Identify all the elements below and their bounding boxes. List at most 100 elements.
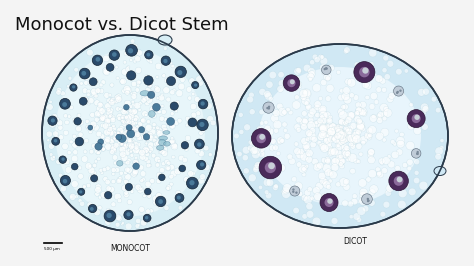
Circle shape [295, 192, 298, 194]
Circle shape [330, 204, 337, 212]
Circle shape [294, 95, 299, 100]
Circle shape [396, 92, 398, 94]
Circle shape [394, 176, 403, 186]
Circle shape [160, 93, 164, 97]
Circle shape [94, 100, 100, 106]
Circle shape [149, 209, 154, 213]
Circle shape [147, 96, 151, 100]
Circle shape [145, 181, 151, 187]
Circle shape [83, 185, 86, 189]
Circle shape [133, 118, 138, 122]
Circle shape [121, 221, 125, 225]
Circle shape [108, 98, 115, 104]
Circle shape [329, 147, 334, 152]
Circle shape [421, 123, 428, 130]
Ellipse shape [42, 35, 218, 231]
Circle shape [115, 222, 120, 227]
Circle shape [315, 164, 319, 168]
Circle shape [132, 170, 137, 176]
Circle shape [334, 132, 341, 139]
Circle shape [242, 146, 250, 154]
Circle shape [67, 115, 71, 118]
Circle shape [264, 125, 271, 131]
Circle shape [357, 207, 366, 215]
Circle shape [238, 113, 243, 117]
Circle shape [323, 135, 331, 143]
Circle shape [354, 62, 375, 83]
Circle shape [324, 123, 333, 132]
Circle shape [283, 184, 292, 192]
Circle shape [305, 104, 312, 110]
Circle shape [133, 127, 137, 132]
Circle shape [95, 148, 101, 155]
Circle shape [125, 87, 132, 93]
Circle shape [126, 44, 137, 56]
Circle shape [162, 74, 166, 78]
Circle shape [386, 184, 394, 192]
Circle shape [131, 130, 136, 135]
Circle shape [136, 218, 141, 224]
Circle shape [102, 147, 106, 151]
Circle shape [123, 149, 130, 156]
Circle shape [294, 124, 301, 130]
Circle shape [294, 68, 301, 75]
Circle shape [345, 151, 351, 157]
Circle shape [414, 171, 419, 175]
Circle shape [145, 188, 151, 195]
Circle shape [94, 178, 99, 182]
Circle shape [339, 164, 345, 169]
Circle shape [100, 117, 105, 122]
Circle shape [418, 89, 425, 96]
Circle shape [128, 130, 131, 133]
Circle shape [108, 115, 112, 119]
Circle shape [316, 182, 323, 190]
Circle shape [348, 112, 355, 118]
Circle shape [159, 168, 164, 173]
Circle shape [136, 80, 141, 85]
Circle shape [127, 129, 134, 136]
Circle shape [164, 47, 167, 50]
Circle shape [109, 126, 116, 132]
Circle shape [296, 117, 302, 123]
Circle shape [161, 105, 164, 108]
Circle shape [355, 111, 360, 116]
Circle shape [125, 120, 131, 126]
Circle shape [118, 176, 122, 180]
Circle shape [89, 125, 94, 131]
Circle shape [145, 101, 149, 106]
Circle shape [60, 186, 66, 192]
Circle shape [82, 71, 86, 76]
Circle shape [79, 120, 84, 125]
Circle shape [67, 151, 71, 155]
Circle shape [197, 160, 206, 170]
Circle shape [169, 164, 174, 170]
Circle shape [264, 190, 269, 194]
Circle shape [72, 181, 78, 188]
Circle shape [251, 145, 260, 154]
Circle shape [318, 121, 326, 129]
Circle shape [395, 165, 401, 171]
Circle shape [129, 147, 134, 152]
Circle shape [124, 130, 127, 133]
Circle shape [133, 115, 139, 121]
Circle shape [396, 69, 402, 75]
Circle shape [336, 136, 345, 145]
Circle shape [84, 76, 89, 81]
Circle shape [70, 84, 77, 91]
Circle shape [127, 50, 131, 54]
Circle shape [143, 95, 149, 101]
Ellipse shape [117, 160, 123, 166]
Circle shape [126, 120, 129, 123]
Circle shape [125, 130, 129, 134]
Circle shape [87, 93, 91, 97]
Circle shape [419, 181, 428, 190]
Circle shape [87, 202, 93, 208]
Circle shape [380, 103, 388, 112]
Text: Monocot vs. Dicot Stem: Monocot vs. Dicot Stem [15, 16, 228, 34]
Circle shape [341, 105, 346, 110]
Circle shape [152, 123, 156, 127]
Circle shape [308, 111, 314, 118]
Circle shape [108, 93, 111, 97]
Circle shape [342, 92, 350, 101]
Circle shape [201, 106, 204, 109]
